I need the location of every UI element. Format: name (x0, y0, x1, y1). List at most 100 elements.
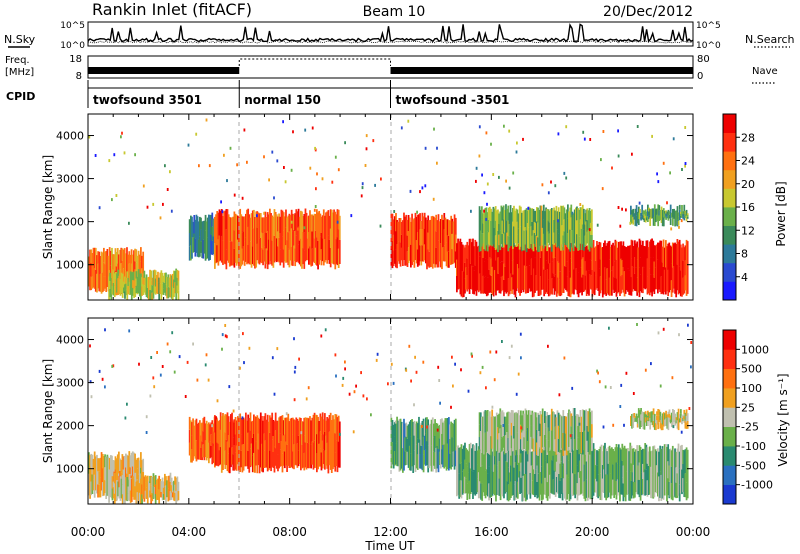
scatter-echo-cell (441, 418, 443, 434)
scatter-echo-cell (160, 481, 163, 487)
scatter-echo-cell (490, 436, 492, 456)
scatter-echo-cell (657, 472, 659, 497)
scatter-echo-cell (533, 268, 535, 297)
scatter-echo-cell (306, 238, 309, 261)
scatter-echo-cell (530, 425, 533, 437)
scatter-echo-cell (620, 449, 622, 495)
sparse-echo-cell (159, 216, 162, 220)
scatter-echo-cell (88, 473, 90, 496)
scatter-echo-cell (642, 448, 644, 464)
sparse-echo-cell (152, 376, 155, 380)
sparse-echo-cell (221, 333, 224, 337)
scatter-echo-cell (282, 450, 285, 466)
scatter-echo-cell (422, 418, 425, 437)
scatter-echo-cell (454, 450, 457, 467)
scatter-echo-cell (431, 215, 434, 269)
sparse-echo-cell (657, 331, 660, 335)
scatter-echo-cell (562, 463, 565, 479)
scatter-echo-cell (316, 434, 318, 454)
scatter-echo-cell (535, 443, 538, 470)
scatter-echo-cell (498, 413, 500, 434)
scatter-echo-cell (674, 448, 676, 498)
sparse-echo-cell (313, 208, 316, 212)
scatter-echo-cell (603, 445, 605, 470)
scatter-echo-cell (631, 448, 634, 473)
scatter-echo-cell (645, 217, 648, 221)
scatter-echo-cell (275, 238, 278, 263)
scatter-echo-cell (595, 478, 597, 493)
scatter-echo-cell (171, 487, 174, 493)
scatter-echo-cell (151, 485, 154, 494)
scatter-echo-cell (562, 478, 565, 494)
scatter-echo-cell (578, 236, 581, 251)
scatter-echo-cell (661, 413, 664, 419)
sparse-echo-cell (271, 150, 274, 154)
scatter-echo-cell (145, 487, 148, 499)
scatter-echo-cell (173, 279, 175, 289)
scatter-echo-cell (174, 282, 176, 294)
scatter-echo-cell (496, 465, 498, 481)
scatter-echo-cell (676, 239, 679, 265)
scatter-echo-cell (518, 244, 520, 269)
scatter-echo-cell (630, 480, 633, 499)
scatter-echo-cell (416, 214, 419, 233)
scatter-echo-cell (507, 437, 510, 451)
scatter-echo-cell (652, 217, 655, 226)
scatter-echo-cell (512, 447, 515, 471)
scatter-echo-cell (311, 417, 314, 442)
scatter-echo-cell (141, 277, 143, 287)
scatter-echo-cell (516, 221, 519, 235)
power-colorbar-swatch (723, 262, 736, 282)
scatter-echo-cell (674, 242, 676, 294)
sparse-echo-cell (341, 383, 344, 387)
scatter-echo-cell (151, 493, 154, 502)
scatter-echo-cell (324, 215, 326, 240)
scatter-echo-cell (682, 277, 684, 295)
scatter-echo-cell (533, 443, 535, 470)
scatter-echo-cell (133, 452, 135, 497)
scatter-echo-cell (683, 215, 686, 221)
scatter-echo-cell (670, 246, 673, 264)
scatter-echo-cell (651, 238, 653, 297)
scatter-echo-cell (278, 238, 280, 263)
scatter-echo-cell (446, 219, 449, 236)
scatter-echo-cell (425, 217, 427, 264)
scatter-echo-cell (669, 204, 672, 212)
scatter-echo-cell (278, 442, 280, 469)
scatter-echo-cell (585, 221, 588, 234)
scatter-echo-cell (311, 214, 314, 232)
scatter-echo-cell (406, 438, 409, 452)
scatter-echo-cell (478, 206, 481, 252)
scatter-echo-cell (500, 261, 503, 277)
sparse-echo-cell (454, 362, 456, 366)
scatter-echo-cell (191, 435, 193, 450)
scatter-echo-cell (536, 465, 539, 482)
scatter-echo-cell (438, 221, 441, 262)
scatter-echo-cell (427, 215, 430, 233)
scatter-echo-cell (547, 231, 550, 243)
scatter-echo-cell (255, 211, 258, 268)
scatter-echo-cell (591, 235, 593, 248)
scatter-echo-cell (652, 208, 655, 218)
scatter-echo-cell (562, 235, 565, 251)
time-tick-label: 16:00 (474, 525, 509, 539)
scatter-echo-cell (669, 448, 672, 498)
scatter-echo-cell (410, 221, 412, 245)
sparse-echo-cell (337, 168, 340, 172)
sparse-echo-cell (344, 367, 346, 371)
scatter-echo-cell (124, 477, 126, 504)
sparse-echo-cell (612, 423, 615, 427)
scatter-echo-cell (632, 246, 635, 268)
scatter-echo-cell (525, 230, 528, 253)
sparse-echo-cell (239, 366, 241, 370)
scatter-echo-cell (651, 450, 653, 475)
scatter-echo-cell (476, 450, 479, 465)
scatter-echo-cell (511, 244, 513, 261)
scatter-echo-cell (269, 415, 271, 433)
sparse-echo-cell (498, 175, 500, 179)
scatter-echo-cell (483, 261, 486, 278)
scatter-echo-cell (500, 446, 503, 495)
scatter-echo-cell (433, 451, 435, 466)
scatter-echo-cell (425, 417, 427, 434)
scatter-echo-cell (457, 238, 459, 290)
